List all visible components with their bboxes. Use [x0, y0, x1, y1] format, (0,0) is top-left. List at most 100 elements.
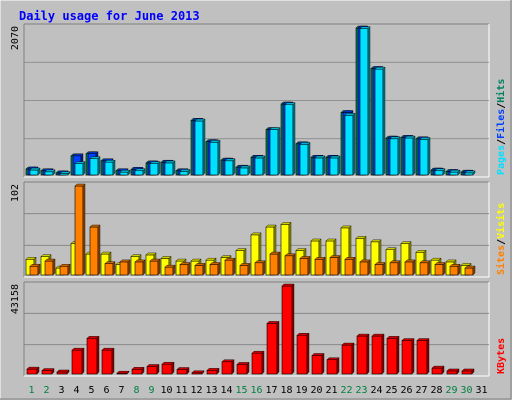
bar-sites-day-14-top [224, 257, 236, 261]
bar-pages-day-4-top [74, 161, 86, 164]
bar-sites-day-5-side [97, 224, 101, 276]
bar-pages-day-10-side [172, 160, 176, 176]
bar-pages-day-2 [44, 169, 56, 176]
bar-sites-day-8 [134, 259, 146, 276]
bar-sites-day-15-face [239, 265, 249, 276]
y-max-label: 43158 [10, 284, 21, 314]
bar-pages-day-29-face [449, 171, 459, 176]
bar-kbytes-day-30-top [461, 368, 475, 372]
bar-sites-day-4-face [74, 185, 84, 276]
bar-visits-day-23-top [355, 236, 367, 239]
bar-kbytes-day-20-side [321, 352, 325, 375]
bar-kbytes-day-27-top [416, 338, 430, 341]
bar-sites-day-1 [29, 263, 41, 276]
bar-kbytes-day-6-top [101, 347, 115, 351]
bar-pages-day-6-face [104, 161, 114, 176]
bar-pages-day-5-top [89, 156, 101, 159]
legend-item-sites: Sites [495, 245, 507, 275]
bar-kbytes-day-14-top [221, 359, 235, 362]
bar-pages-day-12 [194, 118, 206, 176]
bar-sites-day-4-top [74, 183, 86, 187]
bar-pages-day-7-face [119, 171, 129, 176]
bar-pages-day-5 [89, 156, 101, 176]
bar-sites-day-22 [344, 256, 356, 276]
bar-sites-day-21-top [329, 255, 341, 258]
panel-top: 2070 [10, 23, 490, 178]
x-tick-label: 20 [310, 385, 322, 396]
bar-kbytes-day-3-face [56, 371, 68, 375]
bar-pages-day-6-side [112, 159, 116, 176]
legend-top: Pages/Files/Hits [495, 79, 507, 175]
bar-sites-day-11 [179, 262, 191, 276]
bar-pages-day-1 [29, 167, 41, 176]
bar-kbytes-day-4-top [71, 347, 85, 351]
bar-pages-day-18-face [284, 104, 294, 176]
bar-sites-day-3 [59, 263, 71, 276]
bar-kbytes-day-1 [26, 366, 40, 375]
bar-sites-day-18-top [284, 253, 296, 257]
bar-pages-day-15-top [239, 165, 251, 169]
bar-kbytes-day-23-side [366, 333, 370, 375]
bar-pages-day-25 [389, 136, 401, 176]
bar-sites-day-12-top [194, 263, 206, 266]
bar-pages-day-3-face [59, 173, 69, 176]
bar-visits-day-8-top [130, 254, 142, 257]
bar-kbytes-day-5-side [96, 335, 100, 375]
bar-kbytes-day-14-side [231, 359, 235, 375]
bar-pages-day-10-top [164, 160, 176, 164]
bar-sites-day-13-face [209, 264, 219, 276]
bar-sites-day-4-side [82, 183, 86, 276]
bar-sites-day-28-face [434, 264, 444, 276]
bar-kbytes-day-18-face [281, 285, 293, 375]
bar-kbytes-day-7-top [116, 370, 130, 374]
bar-visits-day-11-top [175, 258, 187, 262]
bar-kbytes-day-22-side [351, 342, 355, 375]
x-tick-label: 14 [220, 385, 232, 396]
bar-pages-day-28-top [434, 168, 446, 171]
bar-kbytes-day-18-side [291, 283, 295, 375]
bar-pages-day-23-face [359, 28, 369, 176]
x-tick-label: 15 [235, 385, 247, 396]
bar-pages-day-26-side [412, 135, 416, 176]
bar-pages-day-21-top [329, 155, 341, 159]
bar-visits-day-14-top [220, 255, 232, 258]
bar-kbytes-day-29-face [446, 370, 458, 375]
bar-kbytes-day-4-side [81, 347, 85, 375]
bar-kbytes-day-18-top [281, 283, 295, 287]
bar-kbytes-day-21-face [326, 359, 338, 375]
bar-sites-day-23-face [359, 261, 369, 276]
bar-pages-day-22-face [344, 115, 354, 176]
bar-pages-day-5-side [97, 156, 101, 176]
bar-sites-day-9 [149, 258, 161, 276]
bar-kbytes-day-19 [296, 332, 310, 375]
bar-files-day-5-top [87, 151, 99, 154]
bar-pages-day-13-side [217, 139, 221, 176]
bar-kbytes-day-25-top [386, 336, 400, 339]
bar-visits-day-16-top [250, 232, 262, 236]
bar-sites-day-23 [359, 259, 371, 276]
bar-sites-day-10-top [164, 264, 176, 268]
bar-sites-day-7-top [119, 259, 131, 263]
x-tick-label: 25 [385, 385, 397, 396]
bar-sites-day-5 [89, 224, 101, 276]
bar-pages-day-23-top [359, 26, 371, 29]
bar-pages-day-19-side [307, 141, 311, 176]
bar-pages-day-17-top [269, 127, 281, 130]
bar-kbytes-day-13-face [206, 370, 218, 375]
bar-kbytes-day-23 [356, 333, 370, 375]
bar-sites-day-6-side [112, 261, 116, 276]
bar-pages-day-12-face [194, 120, 204, 176]
bar-sites-day-11-top [179, 262, 191, 265]
bar-pages-day-27-top [419, 137, 431, 140]
bar-kbytes-day-2-face [41, 370, 53, 375]
bar-sites-day-16 [254, 260, 266, 276]
bar-pages-day-8 [134, 168, 146, 176]
legend-item-kbytes: KBytes [496, 338, 507, 374]
bar-pages-day-15 [239, 165, 251, 176]
bar-sites-day-3-face [59, 265, 69, 276]
bar-sites-day-27-side [427, 260, 431, 276]
bar-visits-day-2-top [40, 254, 52, 257]
bar-sites-day-10-face [164, 266, 174, 276]
x-tick-label: 24 [370, 385, 382, 396]
x-tick-label: 26 [400, 385, 412, 396]
